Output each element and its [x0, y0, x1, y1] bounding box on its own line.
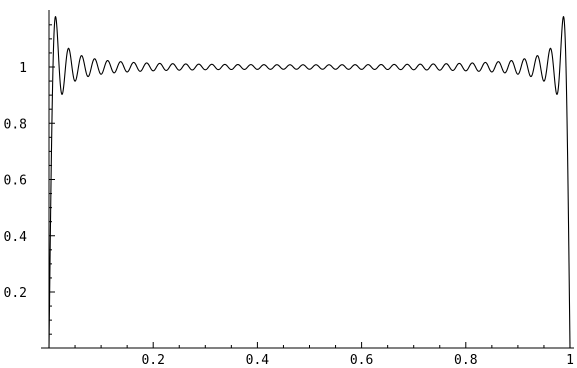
- ticks: [49, 24, 571, 348]
- y-tick-label: 0.2: [4, 286, 27, 301]
- y-tick-label: 0.6: [4, 174, 27, 189]
- x-tick-label: 0.6: [350, 353, 373, 368]
- y-tick-label: 1: [19, 61, 27, 76]
- x-tick-label: 1: [566, 353, 574, 368]
- tick-labels: 0.2 0.4 0.6 0.8 1 0.2 0.4 0.6 0.8 1: [4, 61, 574, 368]
- x-tick-label: 0.4: [246, 353, 270, 368]
- plot-area: [48, 16, 571, 349]
- x-tick-label: 0.8: [454, 353, 477, 368]
- y-tick-label: 0.8: [4, 117, 27, 132]
- axes: [41, 10, 574, 349]
- y-tick-label: 0.4: [4, 230, 28, 245]
- x-tick-label: 0.2: [141, 353, 164, 368]
- series-line: [48, 16, 571, 349]
